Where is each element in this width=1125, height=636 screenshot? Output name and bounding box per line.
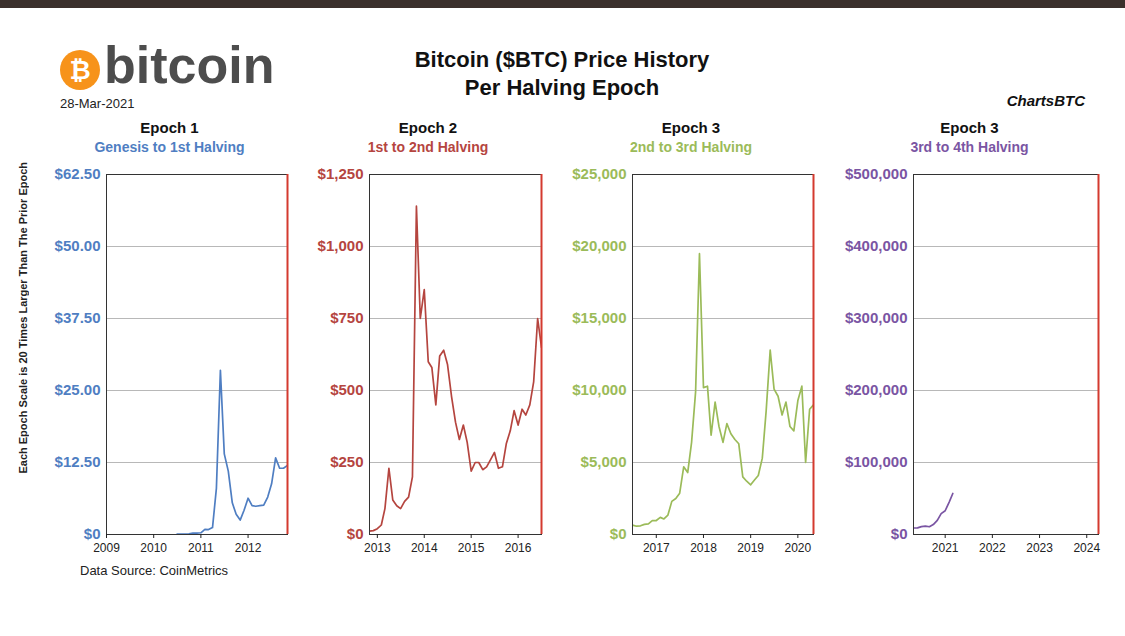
svg-text:$20,000: $20,000 xyxy=(572,237,626,254)
svg-text:$0: $0 xyxy=(610,525,627,542)
html-text:Bitcoin ($BTC) Price History: Bitcoin ($BTC) Price History xyxy=(414,47,710,72)
svg-text:2017: 2017 xyxy=(643,541,670,555)
svg-text:$62.50: $62.50 xyxy=(55,165,101,182)
svg-text:$37.50: $37.50 xyxy=(55,309,101,326)
svg-text:2014: 2014 xyxy=(411,541,438,555)
svg-text:$500,000: $500,000 xyxy=(845,165,908,182)
svg-text:$300,000: $300,000 xyxy=(845,309,908,326)
html-text:3rd to 4th Halving: 3rd to 4th Halving xyxy=(910,139,1029,155)
svg-text:$200,000: $200,000 xyxy=(845,381,908,398)
svg-text:$750: $750 xyxy=(330,309,363,326)
svg-text:2020: 2020 xyxy=(785,541,812,555)
html-text:Per Halving Epoch: Per Halving Epoch xyxy=(464,75,660,100)
svg-text:2009: 2009 xyxy=(93,541,120,555)
svg-text:$12.50: $12.50 xyxy=(55,453,101,470)
svg-text:2015: 2015 xyxy=(458,541,485,555)
svg-text:2018: 2018 xyxy=(690,541,717,555)
svg-text:$0: $0 xyxy=(891,525,908,542)
svg-text:$25.00: $25.00 xyxy=(55,381,101,398)
svg-text:$1,000: $1,000 xyxy=(318,237,364,254)
svg-text:2011: 2011 xyxy=(188,541,214,555)
svg-text:2021: 2021 xyxy=(932,541,959,555)
svg-text:$400,000: $400,000 xyxy=(845,237,908,254)
svg-text:2022: 2022 xyxy=(979,541,1006,555)
svg-text:2013: 2013 xyxy=(364,541,391,555)
html-text:2nd to 3rd Halving: 2nd to 3rd Halving xyxy=(629,139,753,155)
svg-text:$50.00: $50.00 xyxy=(55,237,101,254)
html-text:ChartsBTC: ChartsBTC xyxy=(1006,92,1085,109)
html-text:1st to 2nd Halving: 1st to 2nd Halving xyxy=(367,139,489,155)
svg-text:2024: 2024 xyxy=(1073,541,1100,555)
html-text:Epoch 3: Epoch 3 xyxy=(940,119,999,136)
svg-text:$0: $0 xyxy=(347,525,364,542)
html-text:₿ bitcoin: ₿ bitcoin xyxy=(69,36,275,94)
svg-text:$10,000: $10,000 xyxy=(572,381,626,398)
svg-text:$25,000: $25,000 xyxy=(572,165,626,182)
html-text:28-Mar-2021: 28-Mar-2021 xyxy=(60,96,135,111)
html-text:Epoch 3: Epoch 3 xyxy=(661,119,721,136)
svg-text:$1,250: $1,250 xyxy=(318,165,364,182)
svg-text:$100,000: $100,000 xyxy=(845,453,908,470)
svg-text:2012: 2012 xyxy=(235,541,262,555)
svg-text:2010: 2010 xyxy=(140,541,167,555)
svg-text:$15,000: $15,000 xyxy=(572,309,626,326)
svg-text:$500: $500 xyxy=(330,381,363,398)
html-text:Each Epoch Scale is 20 Times L: Each Epoch Scale is 20 Times Larger Than… xyxy=(17,162,29,474)
svg-text:$0: $0 xyxy=(84,525,101,542)
html-text:Epoch 2: Epoch 2 xyxy=(398,119,458,136)
html-text:Data Source: CoinMetrics: Data Source: CoinMetrics xyxy=(80,563,229,578)
svg-text:$250: $250 xyxy=(330,453,363,470)
html-text:Epoch 1: Epoch 1 xyxy=(140,119,199,136)
html-text:Genesis to 1st Halving: Genesis to 1st Halving xyxy=(94,139,245,155)
svg-text:2019: 2019 xyxy=(737,541,764,555)
svg-text:2023: 2023 xyxy=(1026,541,1053,555)
svg-text:2016: 2016 xyxy=(505,541,532,555)
svg-text:$5,000: $5,000 xyxy=(581,453,627,470)
